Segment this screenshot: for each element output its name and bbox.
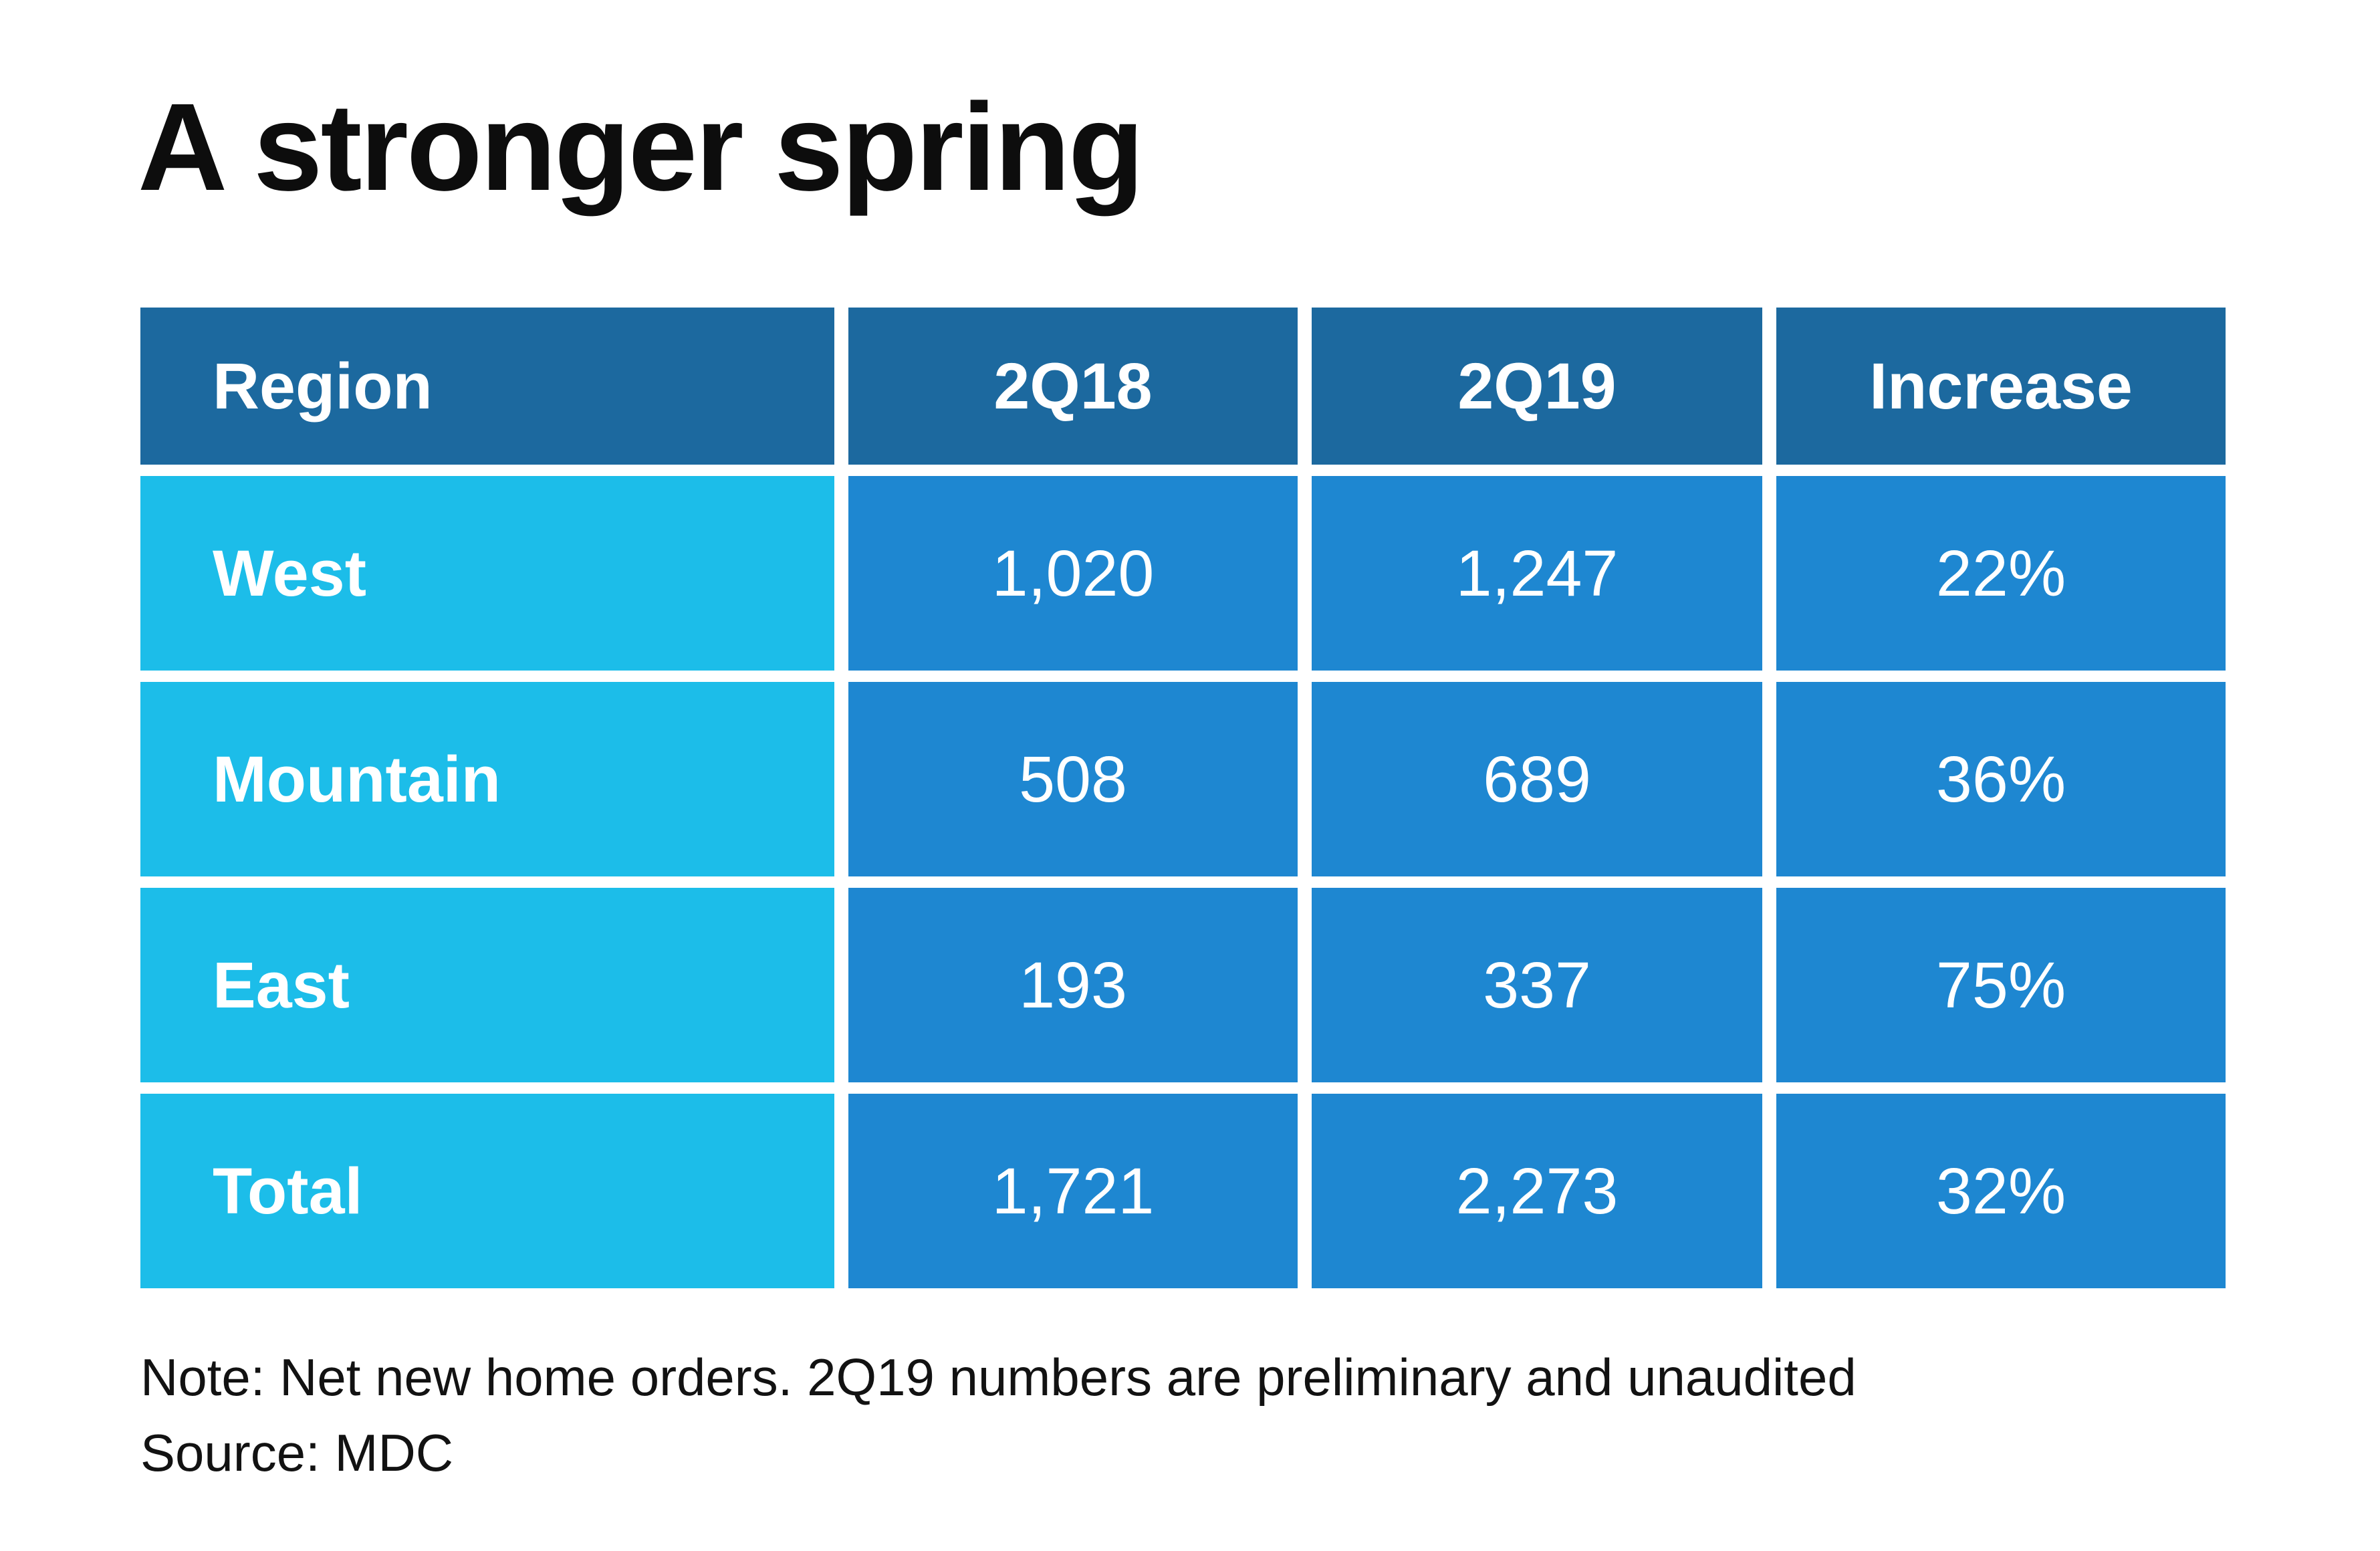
value-mountain-2q19: 689 <box>1312 682 1762 876</box>
value-mountain-increase: 36% <box>1776 682 2226 876</box>
value-total-increase: 32% <box>1776 1094 2226 1288</box>
source-text: Source: MDC <box>140 1423 454 1482</box>
value-total-2q19: 2,273 <box>1312 1094 1762 1288</box>
value-east-2q19: 337 <box>1312 888 1762 1082</box>
value-east-increase: 75% <box>1776 888 2226 1082</box>
value-west-2q19: 1,247 <box>1312 476 1762 671</box>
column-header-2q18: 2Q18 <box>848 308 1298 465</box>
row-label-mountain: Mountain <box>140 682 834 876</box>
value-mountain-2q18: 508 <box>848 682 1298 876</box>
value-west-2q18: 1,020 <box>848 476 1298 671</box>
column-header-region: Region <box>140 308 834 465</box>
row-label-east: East <box>140 888 834 1082</box>
column-header-2q19: 2Q19 <box>1312 308 1762 465</box>
value-east-2q18: 193 <box>848 888 1298 1082</box>
value-total-2q18: 1,721 <box>848 1094 1298 1288</box>
column-header-increase: Increase <box>1776 308 2226 465</box>
chart-title: A stronger spring <box>138 78 1145 217</box>
data-table: Region 2Q18 2Q19 Increase West 1,020 1,2… <box>140 308 2226 1288</box>
row-label-west: West <box>140 476 834 671</box>
value-west-increase: 22% <box>1776 476 2226 671</box>
row-label-total: Total <box>140 1094 834 1288</box>
note-text: Note: Net new home orders. 2Q19 numbers … <box>140 1348 1857 1407</box>
